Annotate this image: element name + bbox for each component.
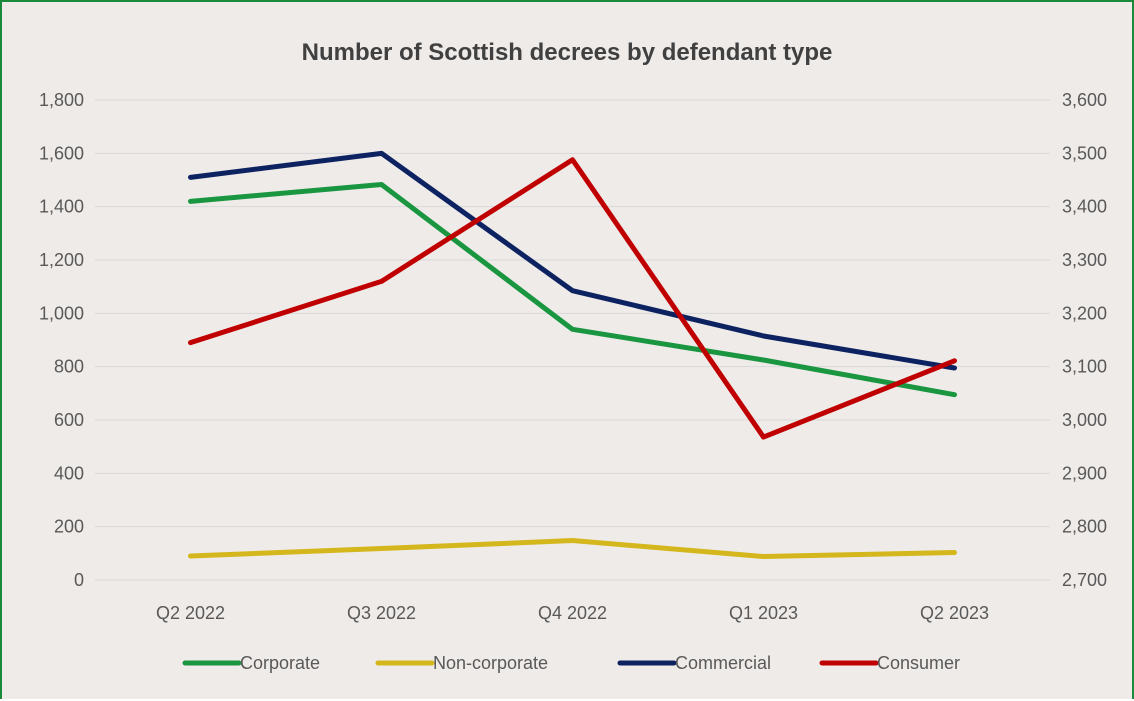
right-tick-label: 3,200 — [1062, 303, 1107, 323]
legend-item: Non-corporate — [375, 653, 548, 673]
series-line-non-corporate — [188, 538, 957, 560]
legend-item: Commercial — [617, 653, 771, 673]
right-tick-label: 3,600 — [1062, 90, 1107, 110]
left-tick-label: 1,400 — [39, 197, 84, 217]
series-lines — [188, 150, 957, 560]
series-line-corporate — [188, 182, 957, 398]
left-tick-label: 400 — [54, 463, 84, 483]
right-tick-label: 3,000 — [1062, 410, 1107, 430]
gridlines — [95, 99, 1050, 581]
right-tick-label: 2,700 — [1062, 570, 1107, 590]
x-tick-label: Q1 2023 — [729, 603, 798, 623]
chart-title: Number of Scottish decrees by defendant … — [302, 39, 833, 66]
left-tick-label: 600 — [54, 410, 84, 430]
left-tick-label: 1,200 — [39, 250, 84, 270]
right-tick-label: 3,400 — [1062, 197, 1107, 217]
left-tick-label: 1,600 — [39, 143, 84, 163]
right-tick-label: 3,500 — [1062, 143, 1107, 163]
legend-label: Commercial — [675, 653, 771, 673]
left-tick-label: 1,800 — [39, 90, 84, 110]
right-axis-ticks: 2,700 2,800 2,900 3,000 3,100 3,200 3,300 3,400… — [1062, 90, 1107, 590]
legend-label: Consumer — [877, 653, 960, 673]
x-tick-label: Q3 2022 — [347, 603, 416, 623]
legend-label: Non-corporate — [433, 653, 548, 673]
right-tick-label: 2,800 — [1062, 517, 1107, 537]
right-tick-label: 3,100 — [1062, 357, 1107, 377]
series-line-commercial — [188, 150, 957, 371]
x-axis-ticks: Q2 2022 Q3 2022 Q4 2022 Q1 2023 Q2 2023 — [156, 603, 989, 623]
left-axis-ticks: 0 200 400 600 800 1,000 1,200 1,400 1,600 1,800 — [39, 90, 84, 590]
series-line-consumer — [188, 157, 957, 440]
left-tick-label: 200 — [54, 517, 84, 537]
x-tick-label: Q2 2022 — [156, 603, 225, 623]
left-tick-label: 1,000 — [39, 303, 84, 323]
legend-item: Consumer — [819, 653, 960, 673]
right-tick-label: 2,900 — [1062, 463, 1107, 483]
x-tick-label: Q2 2023 — [920, 603, 989, 623]
left-tick-label: 0 — [74, 570, 84, 590]
legend: Corporate Non-corporate Commercial Consumer — [182, 653, 960, 673]
left-tick-label: 800 — [54, 357, 84, 377]
right-tick-label: 3,300 — [1062, 250, 1107, 270]
legend-item: Corporate — [182, 653, 320, 673]
legend-label: Corporate — [240, 653, 320, 673]
x-tick-label: Q4 2022 — [538, 603, 607, 623]
